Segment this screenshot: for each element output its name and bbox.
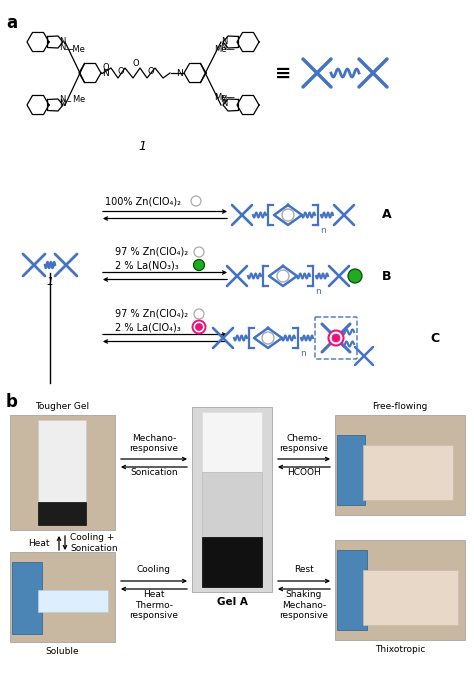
Text: 97 % Zn(ClO₄)₂: 97 % Zn(ClO₄)₂ (115, 309, 188, 319)
Text: a: a (6, 14, 17, 32)
Text: Soluble: Soluble (46, 647, 79, 656)
Text: n: n (320, 226, 326, 235)
Circle shape (262, 332, 274, 344)
Text: Tougher Gel: Tougher Gel (36, 402, 90, 411)
Circle shape (328, 330, 344, 345)
Polygon shape (184, 63, 206, 83)
Text: —Me: —Me (65, 44, 86, 53)
Text: Cooling +
Sonication: Cooling + Sonication (70, 533, 118, 553)
Circle shape (193, 260, 204, 271)
Text: N: N (176, 69, 183, 77)
Bar (38, 420, 86, 502)
Circle shape (282, 209, 294, 221)
Bar (337, 435, 365, 505)
Text: N: N (221, 100, 227, 108)
Text: n: n (300, 349, 306, 358)
Bar (337, 550, 367, 630)
Circle shape (192, 320, 206, 334)
Text: 2 % La(NO₃)₃: 2 % La(NO₃)₃ (115, 260, 179, 270)
Bar (202, 412, 262, 472)
Bar (202, 537, 262, 587)
Text: Me—: Me— (214, 94, 235, 102)
Text: 100% Zn(ClO₄)₂: 100% Zn(ClO₄)₂ (105, 196, 181, 206)
Text: N: N (59, 94, 65, 104)
Polygon shape (237, 32, 259, 52)
Text: N: N (220, 94, 227, 104)
Text: Me—: Me— (214, 44, 235, 53)
Circle shape (348, 269, 362, 283)
Text: N: N (59, 100, 65, 108)
Text: Heat: Heat (28, 538, 50, 548)
Circle shape (194, 247, 204, 257)
Text: B: B (382, 269, 392, 283)
Text: O: O (148, 67, 155, 77)
Text: 2 % La(ClO₄)₃: 2 % La(ClO₄)₃ (115, 322, 181, 332)
Text: O: O (103, 63, 109, 71)
Text: Rest: Rest (294, 565, 314, 574)
Polygon shape (237, 96, 259, 114)
Circle shape (277, 270, 289, 282)
Bar (12, 562, 42, 634)
Text: 1: 1 (46, 277, 54, 287)
Text: N: N (221, 36, 227, 46)
Bar (202, 472, 262, 537)
Polygon shape (47, 36, 63, 48)
Polygon shape (223, 99, 238, 111)
Text: Sonication: Sonication (130, 468, 178, 477)
Text: Shaking: Shaking (286, 590, 322, 599)
Bar (38, 590, 108, 612)
Text: N: N (220, 44, 227, 52)
Bar (335, 415, 465, 515)
Bar (363, 570, 458, 625)
Text: 1: 1 (138, 140, 146, 153)
Text: 97 % Zn(ClO₄)₂: 97 % Zn(ClO₄)₂ (115, 247, 188, 257)
Text: n: n (315, 287, 321, 296)
Text: Mechano-
responsive: Mechano- responsive (280, 601, 328, 621)
Bar (10, 415, 115, 530)
Text: $\mathdefault{_-}$Me: $\mathdefault{_-}$Me (65, 93, 87, 103)
Bar (10, 552, 115, 642)
Circle shape (194, 309, 204, 319)
Text: N: N (59, 36, 65, 46)
Text: b: b (6, 393, 18, 411)
Text: HCOOH: HCOOH (287, 468, 321, 477)
Circle shape (195, 324, 202, 330)
Bar (363, 445, 453, 500)
Bar (335, 540, 465, 640)
Text: Gel A: Gel A (217, 597, 247, 607)
Text: N: N (102, 69, 109, 77)
Text: A: A (382, 209, 392, 221)
Text: O: O (133, 59, 139, 69)
Text: Mechano-
responsive: Mechano- responsive (129, 433, 179, 453)
Text: O: O (118, 67, 124, 75)
Text: Heat: Heat (143, 590, 165, 599)
Circle shape (332, 334, 340, 342)
Bar (192, 407, 272, 592)
Text: Thermo-
responsive: Thermo- responsive (129, 601, 179, 621)
Polygon shape (47, 99, 63, 111)
Polygon shape (27, 96, 49, 114)
Bar (38, 502, 86, 525)
Text: Cooling: Cooling (137, 565, 171, 574)
Text: Free-flowing: Free-flowing (372, 402, 428, 411)
Text: Chemo-
responsive: Chemo- responsive (280, 433, 328, 453)
Polygon shape (223, 36, 238, 48)
Text: Thixotropic: Thixotropic (375, 645, 425, 654)
Text: C: C (430, 332, 439, 345)
Polygon shape (79, 63, 101, 83)
Polygon shape (27, 32, 49, 52)
Text: N: N (59, 44, 65, 52)
Text: ≡: ≡ (275, 63, 291, 83)
Circle shape (191, 196, 201, 206)
